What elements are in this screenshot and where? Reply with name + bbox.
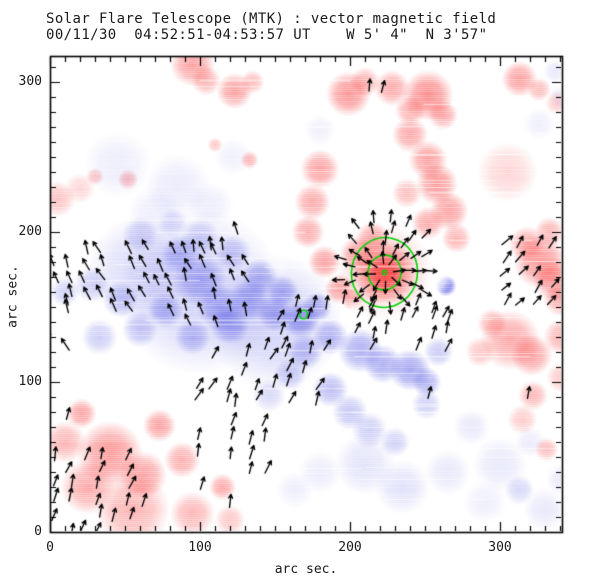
x-tick-label: 200	[338, 540, 362, 555]
y-tick-label: 100	[18, 374, 42, 389]
y-tick-label: 300	[18, 74, 42, 89]
x-tick-label: 0	[46, 540, 54, 555]
plot-subtitle: 00/11/30 04:52:51-04:53:57 UT W 5' 4" N …	[46, 27, 488, 43]
x-tick-label: 100	[188, 540, 212, 555]
y-tick-label: 200	[18, 224, 42, 239]
plot-title: Solar Flare Telescope (MTK) : vector mag…	[46, 11, 497, 27]
y-axis-label: arc sec.	[5, 265, 21, 328]
x-axis-label: arc sec.	[274, 562, 338, 577]
y-tick-label: 0	[34, 524, 42, 539]
x-tick-label: 300	[488, 540, 512, 555]
